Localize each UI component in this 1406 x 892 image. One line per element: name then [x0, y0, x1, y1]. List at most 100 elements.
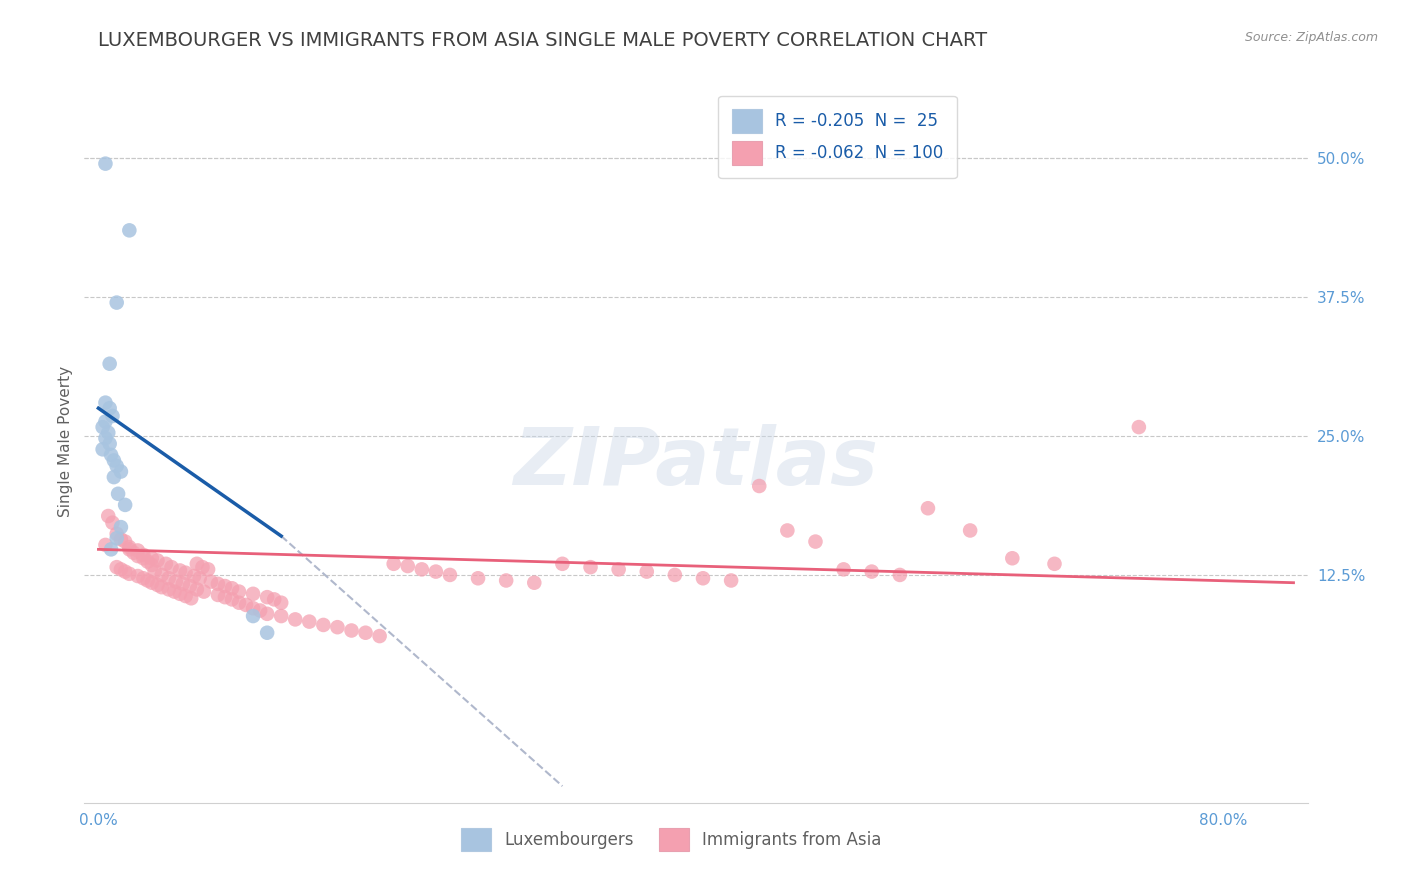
Point — [186, 582, 208, 597]
Point — [221, 581, 243, 595]
Point — [157, 571, 180, 585]
Point — [228, 596, 250, 610]
Point — [382, 557, 405, 571]
Point — [118, 566, 141, 581]
Point — [118, 542, 141, 557]
Point — [169, 564, 191, 578]
Point — [136, 574, 159, 588]
Point — [105, 560, 128, 574]
Point — [146, 553, 169, 567]
Point — [127, 549, 149, 563]
Point — [183, 569, 205, 583]
Point — [917, 501, 939, 516]
Point — [132, 571, 155, 585]
Point — [155, 557, 177, 571]
Point — [326, 620, 349, 634]
Point — [163, 584, 186, 599]
Point — [179, 579, 201, 593]
Legend: Luxembourgers, Immigrants from Asia: Luxembourgers, Immigrants from Asia — [453, 819, 890, 860]
Point — [132, 548, 155, 562]
Point — [101, 409, 124, 423]
Point — [425, 565, 447, 579]
Point — [467, 571, 489, 585]
Point — [101, 516, 124, 530]
Point — [174, 589, 197, 603]
Point — [110, 520, 132, 534]
Point — [127, 543, 149, 558]
Point — [150, 580, 173, 594]
Point — [776, 524, 799, 538]
Point — [411, 562, 433, 576]
Point — [636, 565, 658, 579]
Point — [200, 574, 222, 589]
Point — [94, 538, 117, 552]
Point — [354, 625, 377, 640]
Point — [160, 560, 183, 574]
Point — [141, 551, 163, 566]
Point — [103, 470, 125, 484]
Point — [692, 571, 714, 585]
Point — [256, 607, 278, 621]
Point — [97, 425, 120, 440]
Point — [551, 557, 574, 571]
Point — [186, 557, 208, 571]
Point — [1001, 551, 1024, 566]
Point — [114, 534, 136, 549]
Point — [157, 582, 180, 597]
Point — [98, 436, 121, 450]
Point — [91, 420, 114, 434]
Point — [312, 618, 335, 632]
Point — [110, 562, 132, 576]
Point — [959, 524, 981, 538]
Point — [607, 562, 630, 576]
Point — [172, 577, 194, 591]
Point — [188, 571, 211, 585]
Point — [132, 551, 155, 566]
Point — [263, 592, 285, 607]
Point — [105, 458, 128, 473]
Point — [118, 540, 141, 554]
Point — [228, 584, 250, 599]
Point — [284, 612, 307, 626]
Point — [107, 487, 129, 501]
Y-axis label: Single Male Poverty: Single Male Poverty — [58, 366, 73, 517]
Point — [114, 565, 136, 579]
Point — [242, 601, 264, 615]
Point — [100, 542, 122, 557]
Point — [214, 590, 236, 604]
Point — [91, 442, 114, 457]
Point — [1043, 557, 1066, 571]
Point — [214, 579, 236, 593]
Text: ZIPatlas: ZIPatlas — [513, 425, 879, 502]
Point — [114, 498, 136, 512]
Point — [242, 609, 264, 624]
Point — [804, 534, 827, 549]
Point — [98, 401, 121, 416]
Point — [122, 546, 145, 560]
Point — [98, 357, 121, 371]
Point — [169, 587, 191, 601]
Point — [368, 629, 391, 643]
Text: Source: ZipAtlas.com: Source: ZipAtlas.com — [1244, 31, 1378, 45]
Point — [136, 555, 159, 569]
Point — [207, 577, 229, 591]
Point — [180, 591, 202, 606]
Point — [832, 562, 855, 576]
Point — [495, 574, 517, 588]
Point — [105, 531, 128, 545]
Point — [94, 415, 117, 429]
Point — [127, 569, 149, 583]
Text: LUXEMBOURGER VS IMMIGRANTS FROM ASIA SINGLE MALE POVERTY CORRELATION CHART: LUXEMBOURGER VS IMMIGRANTS FROM ASIA SIN… — [98, 31, 987, 50]
Point — [110, 465, 132, 479]
Point — [748, 479, 770, 493]
Point — [146, 578, 169, 592]
Point — [105, 295, 128, 310]
Point — [242, 587, 264, 601]
Point — [298, 615, 321, 629]
Point — [141, 558, 163, 572]
Point — [579, 560, 602, 574]
Point — [439, 568, 461, 582]
Point — [249, 603, 271, 617]
Point — [197, 562, 219, 576]
Point — [270, 596, 292, 610]
